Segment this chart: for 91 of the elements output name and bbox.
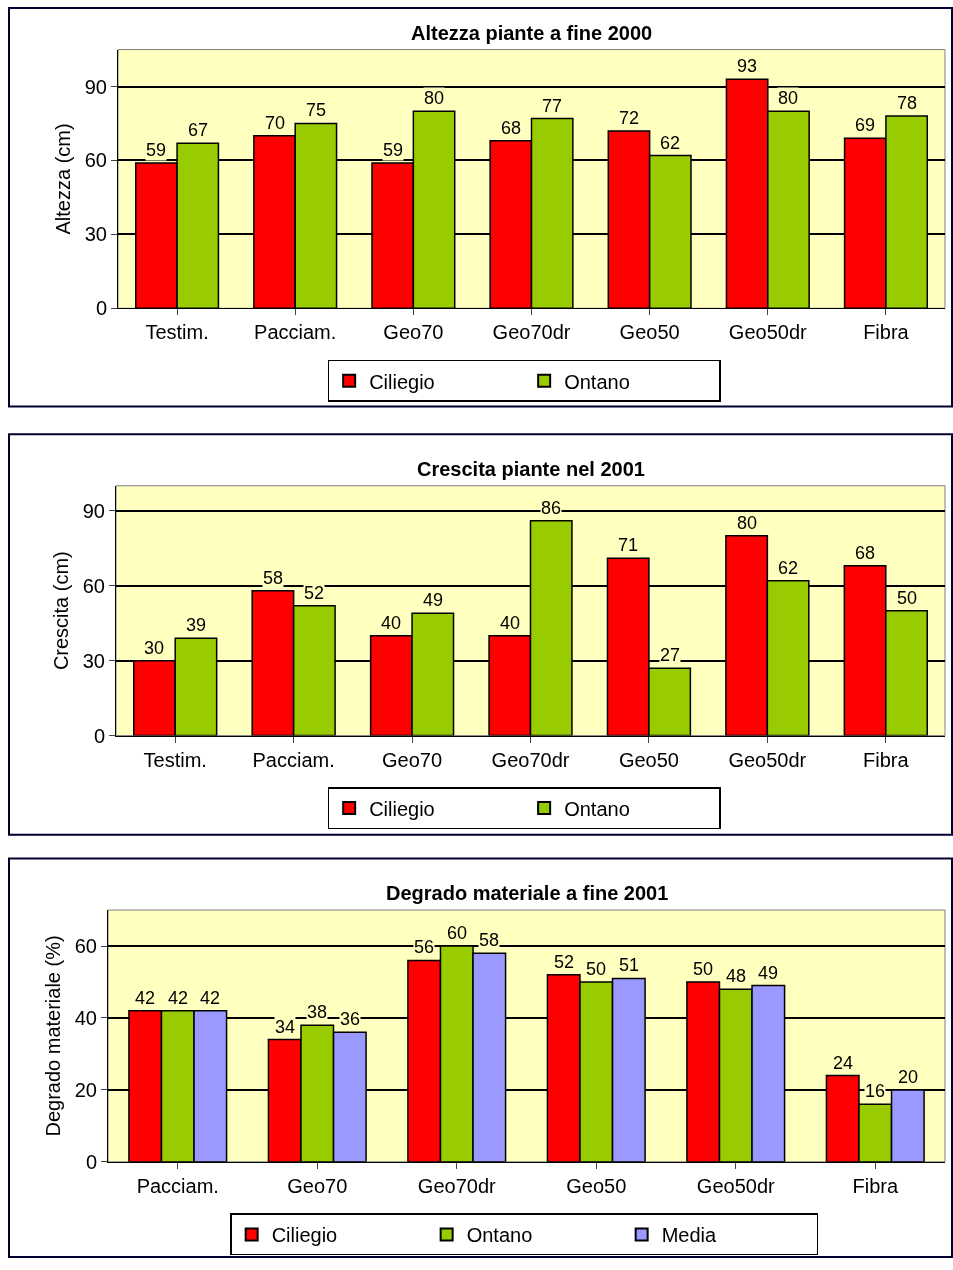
- data-label: 27: [660, 645, 681, 665]
- x-tick-label: Testim.: [145, 321, 209, 344]
- legend-label: Ciliegio: [271, 1224, 338, 1247]
- data-label: 38: [307, 1002, 328, 1022]
- data-label: 16: [865, 1081, 886, 1101]
- legend-label: Ontano: [466, 1224, 533, 1247]
- data-label: 62: [660, 133, 681, 153]
- data-label: 80: [778, 88, 799, 108]
- data-label: 50: [897, 588, 918, 608]
- x-tick-label: Pacciam.: [254, 321, 337, 344]
- data-label: 77: [542, 96, 563, 116]
- y-axis-title: Degrado materiale (%): [42, 935, 65, 1137]
- y-tick-label: 90: [84, 75, 107, 98]
- y-axis-title: Altezza (cm): [52, 123, 75, 235]
- y-tick-label: 60: [84, 149, 107, 172]
- data-label: 60: [447, 923, 468, 943]
- data-label: 52: [304, 583, 325, 603]
- data-label: 24: [833, 1053, 854, 1073]
- y-tick-label: 40: [74, 1006, 97, 1029]
- data-label: 93: [737, 56, 758, 76]
- x-tick-label: Geo50: [566, 1174, 627, 1197]
- y-tick-label: 30: [84, 223, 107, 246]
- data-label: 86: [541, 498, 562, 518]
- x-tick-label: Geo70dr: [417, 1174, 496, 1197]
- x-tick-label: Fibra: [863, 321, 910, 344]
- y-tick-label: 60: [82, 574, 105, 597]
- data-label: 42: [200, 988, 221, 1008]
- data-label: 48: [726, 966, 747, 986]
- data-label: 40: [500, 613, 521, 633]
- data-label: 71: [618, 535, 639, 555]
- y-tick-label: 90: [82, 499, 105, 522]
- data-label: 80: [424, 88, 445, 108]
- data-label: 39: [186, 615, 207, 635]
- data-label: 78: [897, 93, 918, 113]
- chart-title: Degrado materiale a fine 2001: [386, 882, 669, 904]
- data-label: 80: [737, 513, 758, 533]
- data-label: 58: [479, 930, 500, 950]
- data-label: 51: [619, 955, 640, 975]
- x-tick-label: Pacciam.: [252, 748, 335, 771]
- y-tick-label: 0: [95, 297, 107, 320]
- data-label: 68: [855, 543, 876, 563]
- data-label: 75: [306, 100, 327, 120]
- x-tick-label: Testim.: [143, 748, 207, 771]
- chart-title: Altezza piante a fine 2000: [411, 22, 653, 44]
- data-label: 50: [586, 959, 607, 979]
- data-label: 68: [501, 118, 522, 138]
- data-label: 20: [898, 1067, 919, 1087]
- data-label: 52: [554, 952, 575, 972]
- x-tick-label: Geo50: [618, 748, 679, 771]
- x-tick-label: Geo50dr: [696, 1174, 775, 1197]
- data-label: 42: [135, 988, 156, 1008]
- x-tick-label: Geo70: [383, 321, 444, 344]
- data-label: 70: [265, 113, 286, 133]
- x-tick-label: Geo70: [287, 1174, 348, 1197]
- data-label: 72: [619, 108, 640, 128]
- chart-title: Crescita piante nel 2001: [417, 458, 645, 480]
- x-tick-label: Fibra: [852, 1174, 899, 1197]
- x-tick-label: Geo70dr: [492, 321, 571, 344]
- x-tick-label: Geo70dr: [491, 748, 570, 771]
- x-tick-label: Geo50: [619, 321, 680, 344]
- data-label: 59: [146, 140, 167, 160]
- legend-label: Ciliegio: [369, 370, 435, 393]
- data-label: 40: [381, 613, 402, 633]
- legend-label: Media: [661, 1224, 717, 1247]
- x-tick-label: Geo50dr: [728, 321, 808, 344]
- data-label: 62: [778, 558, 799, 578]
- data-label: 59: [383, 140, 404, 160]
- legend-label: Ontano: [564, 797, 630, 820]
- data-label: 50: [693, 959, 714, 979]
- data-label: 42: [168, 988, 189, 1008]
- legend-label: Ontano: [564, 370, 630, 393]
- y-tick-label: 0: [85, 1150, 97, 1173]
- y-tick-label: 0: [93, 724, 105, 747]
- x-tick-label: Fibra: [863, 748, 910, 771]
- data-label: 36: [340, 1009, 361, 1029]
- legend-label: Ciliegio: [369, 797, 435, 820]
- data-label: 49: [423, 590, 444, 610]
- y-tick-label: 30: [82, 649, 105, 672]
- data-label: 56: [414, 937, 435, 957]
- data-label: 30: [144, 638, 165, 658]
- x-tick-label: Geo70: [382, 748, 443, 771]
- data-label: 49: [758, 963, 779, 983]
- y-tick-label: 60: [74, 935, 97, 958]
- x-tick-label: Geo50dr: [728, 748, 807, 771]
- data-label: 34: [275, 1017, 296, 1037]
- data-label: 58: [263, 568, 284, 588]
- x-tick-label: Pacciam.: [136, 1174, 219, 1197]
- data-label: 69: [855, 115, 876, 135]
- y-tick-label: 20: [74, 1078, 97, 1101]
- data-label: 67: [188, 120, 209, 140]
- y-axis-title: Crescita (cm): [50, 551, 73, 671]
